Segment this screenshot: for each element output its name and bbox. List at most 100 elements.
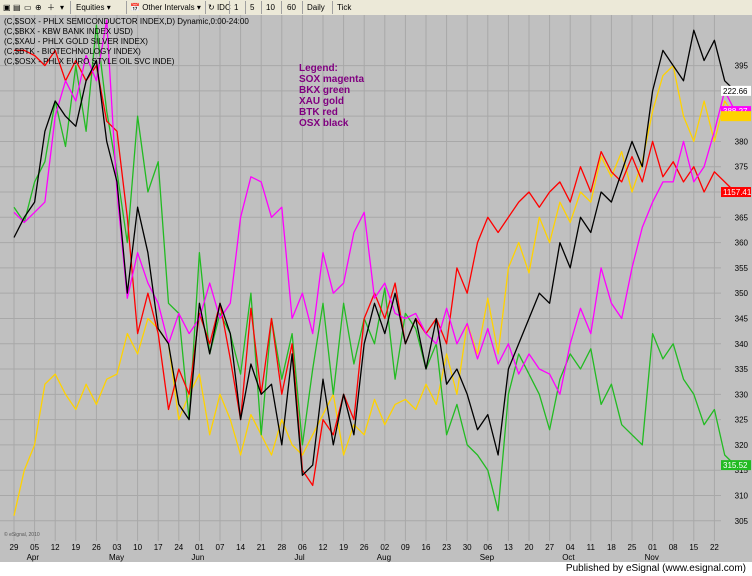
legend-entry-bkx: BKX green — [299, 85, 350, 96]
month-label: Jun — [191, 553, 204, 562]
month-label: Oct — [562, 553, 575, 562]
x-tick-label: 04 — [566, 543, 575, 552]
x-tick-label: 24 — [174, 543, 183, 552]
x-tick-label: 01 — [195, 543, 204, 552]
x-tick-label: 07 — [216, 543, 225, 552]
last-value-box — [721, 111, 751, 122]
x-tick-label: 18 — [607, 543, 616, 552]
legend: Legend: SOX magenta BKX green XAU gold B… — [299, 63, 364, 129]
x-tick-label: 23 — [442, 543, 451, 552]
x-tick-label: 03 — [113, 543, 122, 552]
interval-60-button[interactable]: 60 — [287, 3, 296, 12]
dropdown-arrow-icon[interactable]: ▾ — [60, 3, 65, 12]
legend-entry-sox: SOX magenta — [299, 74, 364, 85]
x-tick-label: 21 — [257, 543, 266, 552]
interval-daily-button[interactable]: Daily — [307, 3, 325, 12]
x-tick-label: 06 — [483, 543, 492, 552]
month-label: Jul — [294, 553, 304, 562]
new-window-icon[interactable]: ▭ — [24, 3, 32, 12]
x-tick-label: 14 — [236, 543, 245, 552]
chart-toolbar: ▣ ▤ ▭ ⊕ ＋ ▾ Equities ▾ 📅 Other Intervals… — [0, 0, 752, 16]
legend-title: Legend: — [299, 63, 338, 74]
x-tick-label: 09 — [401, 543, 410, 552]
x-tick-label: 28 — [277, 543, 286, 552]
last-value-bkx: 315.52 — [721, 460, 751, 471]
x-tick-label: 02 — [380, 543, 389, 552]
y-tick-label: 315 — [735, 466, 749, 475]
y-tick-label: 330 — [735, 390, 749, 399]
last-value-btk: 1157.41 — [721, 187, 752, 198]
y-tick-label: 380 — [735, 137, 749, 146]
last-value-box — [721, 187, 751, 198]
x-tick-label: 27 — [545, 543, 554, 552]
x-tick-label: 06 — [298, 543, 307, 552]
interval-10-button[interactable]: 10 — [266, 3, 275, 12]
legend-entry-osx: OSX black — [299, 118, 349, 129]
x-tick-label: 01 — [648, 543, 657, 552]
series-lines — [13, 19, 736, 516]
y-tick-label: 340 — [735, 340, 749, 349]
zoom-icon[interactable]: ⊕ — [35, 3, 42, 12]
x-tick-label: 08 — [669, 543, 678, 552]
last-value-box — [721, 460, 751, 471]
last-value-xau — [721, 111, 751, 122]
y-tick-label: 325 — [735, 416, 749, 425]
y-tick-label: 350 — [735, 289, 749, 298]
interval-tick-button[interactable]: Tick — [337, 3, 352, 12]
month-label: Sep — [480, 553, 495, 562]
series-line-sox — [13, 19, 736, 395]
x-tick-label: 12 — [51, 543, 60, 552]
interval-idc-button[interactable]: ↻ IDC — [208, 3, 231, 12]
header-line-sox: (C,$SOX - PHLX SEMICONDUCTOR INDEX,D) Dy… — [4, 17, 249, 26]
chart-header: (C,$SOX - PHLX SEMICONDUCTOR INDEX,D) Dy… — [4, 17, 249, 66]
x-tick-label: 17 — [154, 543, 163, 552]
equities-label: Equities — [76, 3, 105, 12]
footer-text: Published by eSignal (www.esignal.com) — [565, 563, 746, 574]
x-tick-label: 26 — [360, 543, 369, 552]
x-tick-label: 19 — [71, 543, 80, 552]
y-tick-label: 335 — [735, 365, 749, 374]
interval-1-button[interactable]: 1 — [234, 3, 239, 12]
x-tick-label: 05 — [30, 543, 39, 552]
header-line-bkx: (C,$BKX - KBW BANK INDEX USD) — [4, 27, 133, 36]
date-axis-background — [0, 541, 721, 562]
x-tick-label: 26 — [92, 543, 101, 552]
last-value-box — [721, 85, 751, 96]
other-intervals-dropdown[interactable]: 📅 Other Intervals ▾ — [130, 3, 201, 12]
month-label: May — [109, 553, 124, 562]
last-value-text: 1157.41 — [723, 188, 752, 197]
x-tick-label: 11 — [587, 543, 596, 552]
other-intervals-label: Other Intervals — [142, 3, 195, 12]
x-tick-label: 30 — [463, 543, 472, 552]
last-value-box — [721, 106, 751, 117]
y-tick-label: 365 — [735, 213, 749, 222]
header-line-btk: (C,$BTK - BIOTECHNOLOGY INDEX) — [4, 47, 141, 56]
print-icon[interactable]: ▤ — [13, 3, 21, 12]
last-value-text: 315.52 — [723, 461, 748, 470]
y-tick-label: 305 — [735, 517, 749, 526]
x-tick-label: 13 — [504, 543, 513, 552]
x-tick-label: 16 — [422, 543, 431, 552]
y-tick-label: 310 — [735, 491, 749, 500]
footer-bar: Published by eSignal (www.esignal.com) — [0, 562, 752, 576]
y-tick-label: 395 — [735, 62, 749, 71]
interval-5-button[interactable]: 5 — [250, 3, 255, 12]
y-tick-label: 320 — [735, 441, 749, 450]
x-axis-ticks: 29 05 12 19 26 03 10 17 24 01 07 14 21 28 06 12 19 26 02 09… — [10, 543, 720, 562]
grid-lines — [0, 15, 721, 541]
x-tick-label: 10 — [133, 543, 142, 552]
last-value-text: 222.66 — [723, 87, 748, 96]
series-line-bkx — [13, 24, 736, 512]
chart-area: 305 310 315 320 325 330 335 340 345 350 355 360 365 3… — [0, 15, 752, 562]
save-icon[interactable]: ▣ — [3, 3, 11, 12]
crosshair-icon[interactable]: ＋ — [47, 3, 55, 12]
y-tick-label: 375 — [735, 163, 749, 172]
header-line-xau: (C,$XAU - PHLX GOLD SILVER INDEX) — [4, 37, 148, 46]
legend-entry-xau: XAU gold — [299, 96, 344, 107]
x-tick-label: 22 — [710, 543, 719, 552]
equities-dropdown[interactable]: Equities ▾ — [76, 3, 111, 12]
x-tick-label: 29 — [10, 543, 19, 552]
header-line-osx: (C,$OSX - PHLX EURO STYLE OIL SVC INDE) — [4, 57, 175, 66]
watermark: © eSignal, 2010 — [4, 531, 40, 538]
